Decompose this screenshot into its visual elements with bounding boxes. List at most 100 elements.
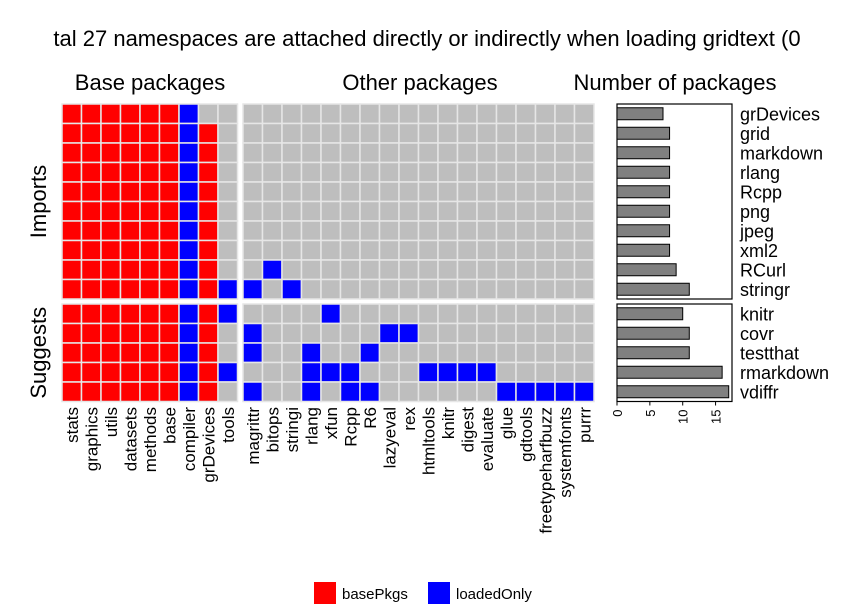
cell-stringr-grdevices [197,278,219,300]
cell-rlang-evaluate [476,161,498,183]
cell-stringr-utils [100,278,122,300]
cell-jpeg-gdtools [515,220,537,242]
cell-grid-xfun [320,122,342,144]
cell-grid-r6 [359,122,381,144]
cell-grdevices-xfun [320,103,342,125]
count-bar-knitr [616,307,684,321]
cell-xml2-knitr [437,239,459,261]
cell-stringr-methods [139,278,161,300]
cell-rcurl-purrr [573,259,595,281]
cell-jpeg-magrittr [242,220,264,242]
cell-png-base [158,200,180,222]
cell-rmarkdown-grdevices [197,361,219,383]
cell-grid-rex [398,122,420,144]
cell-rmarkdown-purrr [573,361,595,383]
cell-vdiffr-freetypeharfbuzz [534,381,556,403]
legend-swatch-basepkgs [314,582,336,604]
cell-jpeg-bitops [261,220,283,242]
group-label-suggests: Suggests [26,307,51,399]
count-bar-rlang [616,165,671,179]
cell-rlang-rex [398,161,420,183]
cell-png-rcpp [339,200,361,222]
cell-knitr-grdevices [197,303,219,325]
cell-markdown-stats [61,142,83,164]
cell-xml2-graphics [80,239,102,261]
cell-vdiffr-graphics [80,381,102,403]
cell-knitr-base [158,303,180,325]
cell-vdiffr-glue [495,381,517,403]
cell-grdevices-magrittr [242,103,264,125]
cell-knitr-evaluate [476,303,498,325]
cell-grdevices-grdevices [197,103,219,125]
cell-rcpp-glue [495,181,517,203]
cell-png-datasets [119,200,141,222]
row-label-grid: grid [740,124,770,144]
cell-vdiffr-tools [217,381,239,403]
cell-covr-bitops [261,322,283,344]
cell-rcpp-magrittr [242,181,264,203]
row-label-xml2: xml2 [740,241,778,261]
cell-grid-bitops [261,122,283,144]
cell-markdown-lazyeval [378,142,400,164]
cell-rcurl-evaluate [476,259,498,281]
cell-knitr-compiler [178,303,200,325]
cell-rcpp-knitr [437,181,459,203]
cell-covr-glue [495,322,517,344]
cell-knitr-stringi [281,303,303,325]
cell-rlang-htmltools [417,161,439,183]
cell-knitr-knitr [437,303,459,325]
cell-covr-r6 [359,322,381,344]
group-label-imports: Imports [26,165,51,238]
count-axis-tick-label-0: 0 [610,410,625,417]
cell-covr-gdtools [515,322,537,344]
cell-testthat-compiler [178,342,200,364]
cell-grdevices-evaluate [476,103,498,125]
count-axis-tick-label-10: 10 [676,410,691,424]
cell-rcurl-stats [61,259,83,281]
cell-vdiffr-methods [139,381,161,403]
cell-vdiffr-evaluate [476,381,498,403]
cell-rlang-glue [495,161,517,183]
cell-grid-digest [456,122,478,144]
cell-xml2-systemfonts [554,239,576,261]
cell-knitr-magrittr [242,303,264,325]
cell-jpeg-tools [217,220,239,242]
cell-covr-htmltools [417,322,439,344]
cell-rcurl-base [158,259,180,281]
cell-rcurl-bitops [261,259,283,281]
cell-rlang-bitops [261,161,283,183]
cell-rcpp-xfun [320,181,342,203]
cell-knitr-stats [61,303,83,325]
column-label-htmltools: htmltools [419,407,438,475]
cell-rlang-rcpp [339,161,361,183]
cell-knitr-graphics [80,303,102,325]
cell-rcurl-stringi [281,259,303,281]
cell-rcurl-rlang [300,259,322,281]
column-label-freetypeharfbuzz: freetypeharfbuzz [536,407,555,534]
cell-stringr-datasets [119,278,141,300]
cell-covr-purrr [573,322,595,344]
cell-rcurl-graphics [80,259,102,281]
cell-grid-freetypeharfbuzz [534,122,556,144]
cell-xml2-compiler [178,239,200,261]
cell-jpeg-glue [495,220,517,242]
cell-markdown-utils [100,142,122,164]
cell-markdown-glue [495,142,517,164]
cell-rcpp-rex [398,181,420,203]
cell-grid-htmltools [417,122,439,144]
cell-stringr-stringi [281,278,303,300]
cell-knitr-freetypeharfbuzz [534,303,556,325]
cell-xml2-evaluate [476,239,498,261]
cell-markdown-graphics [80,142,102,164]
cell-jpeg-freetypeharfbuzz [534,220,556,242]
cell-xml2-r6 [359,239,381,261]
cell-png-freetypeharfbuzz [534,200,556,222]
cell-testthat-gdtools [515,342,537,364]
cell-rlang-magrittr [242,161,264,183]
cell-markdown-knitr [437,142,459,164]
cell-grdevices-compiler [178,103,200,125]
cell-testthat-rcpp [339,342,361,364]
column-label-digest: digest [458,407,477,453]
cell-grdevices-graphics [80,103,102,125]
